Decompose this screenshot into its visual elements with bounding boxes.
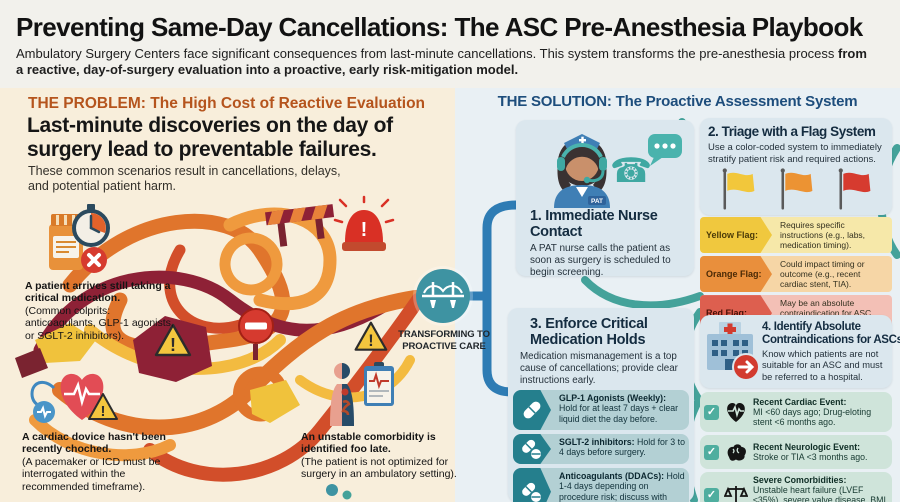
warning-triangle-icon: ! xyxy=(154,323,192,357)
bandage-icon xyxy=(513,390,551,430)
step4-card: 4. Identify Absolute Contraindications f… xyxy=(700,315,900,388)
yellow-flag-row: Yellow Flag: Requires specific instructi… xyxy=(700,217,892,254)
orange-flag-row: Orange Flag: Could impact timing or outc… xyxy=(700,256,892,293)
road-barrier-icon xyxy=(265,204,335,247)
tangle-illustration: ! ! ! xyxy=(15,195,427,500)
problem-headline: Last-minute discoveries on the day of su… xyxy=(27,114,393,161)
step2-body: Use a color-coded system to immediately … xyxy=(708,142,882,165)
problem-description: These common scenarios result in cancell… xyxy=(28,164,341,193)
cardiac-device-icon: ! xyxy=(30,373,118,423)
maroon-shard-shape xyxy=(15,348,48,378)
flag-label: Orange Flag: xyxy=(700,256,772,293)
step3-title: 3. Enforce Critical Medication Holds xyxy=(530,316,648,349)
bridge-icon xyxy=(422,282,464,308)
pills-icon xyxy=(513,468,551,502)
checkbox-icon: ✓ xyxy=(704,404,719,420)
contraindication-list: ✓ Recent Cardiac Event: MI <60 days ago; … xyxy=(700,392,892,502)
checkbox-icon: ✓ xyxy=(704,487,719,502)
step3-body: Medication mismanagement is a top cause … xyxy=(520,351,678,386)
heart-icon xyxy=(723,401,749,423)
scenario-bold-text: An unstable comorbidity is identified fo… xyxy=(301,431,436,456)
scenario-missed-medication: A patient arrives still taking a critica… xyxy=(25,280,183,342)
svg-text:!: ! xyxy=(368,332,373,350)
step1-title: 1. Immediate Nurse Contact xyxy=(530,208,658,241)
svg-text:!: ! xyxy=(361,219,368,241)
checkbox-icon: ✓ xyxy=(704,444,719,460)
severe-comorbidities-row: ✓ Severe Comorbidities: Unstable heart fa… xyxy=(700,472,892,502)
scenario-detail-text: (The patient is not optimized for surger… xyxy=(301,455,457,481)
cardiac-event-row: ✓ Recent Cardiac Event: MI <60 days ago; … xyxy=(700,392,892,432)
medication-holds: GLP-1 Agonists (Weekly): Hold for at lea… xyxy=(513,390,689,502)
pat-badge: PAT xyxy=(591,198,603,205)
problem-kicker: THE PROBLEM: The High Cost of Reactive E… xyxy=(28,95,426,112)
red-flag-icon xyxy=(838,168,871,210)
step4-title-line2: Contraindications for ASCs xyxy=(762,334,900,346)
triage-flags xyxy=(710,168,886,212)
anticoagulant-hold-row: Anticoagulants (DDACs): Hold 1-4 days de… xyxy=(513,468,689,502)
flag-text: Could impact timing or outcome (e.g., re… xyxy=(780,259,865,290)
step1-card: PAT ☎ 1. Immediate Nurse Contact A PAT n… xyxy=(516,120,694,278)
brain-icon xyxy=(723,442,749,462)
header: Preventing Same-Day Cancellations: The A… xyxy=(0,0,900,88)
bridge-badge xyxy=(416,269,470,323)
scenario-bold-text: A cardiac dovice hasn't been recently ch… xyxy=(22,431,166,456)
solution-kicker: THE SOLUTION: The Proactive Assessment S… xyxy=(497,93,858,110)
alarm-light-icon: ! xyxy=(333,195,395,251)
scales-icon xyxy=(723,483,749,502)
no-entry-sign-icon xyxy=(238,308,274,360)
step3-card: 3. Enforce Critical Medication Holds Med… xyxy=(508,308,694,502)
nurse-contact-icon: PAT ☎ xyxy=(554,134,682,208)
page-title: Preventing Same-Day Cancellations: The A… xyxy=(16,12,863,42)
flag-label: Yellow Flag: xyxy=(700,217,772,254)
warning-triangle-icon: ! xyxy=(354,321,388,351)
referral-arrow-icon xyxy=(732,353,760,381)
svg-text:!: ! xyxy=(170,335,176,355)
scenario-detail-text: (A pacemaker or ICD must be interrogated… xyxy=(22,455,161,493)
transform-label: TRANSFORMING TO PROACTIVE CARE xyxy=(398,329,490,352)
scenario-unstable-comorbidity: An unstable comorbidity is identified fo… xyxy=(301,431,459,481)
step4-body: Know which patients are not suitable for… xyxy=(762,349,883,382)
step2-title: 2. Triage with a Flag System xyxy=(708,124,876,139)
comorbidity-body-icon xyxy=(330,362,394,426)
glp1-hold-row: GLP-1 Agonists (Weekly): Hold for at lea… xyxy=(513,390,689,430)
flag-text: Requires specific instructions (e.g., la… xyxy=(780,220,866,251)
warning-triangle-icon: ! xyxy=(88,393,118,420)
step4-title-line1: 4. Identify Absolute xyxy=(762,321,861,333)
crumpled-note-shape xyxy=(35,323,96,363)
phone-icon: ☎ xyxy=(610,152,652,190)
svg-text:!: ! xyxy=(101,403,106,420)
pills-icon xyxy=(513,434,551,464)
scenario-cardiac-device: A cardiac dovice hasn't been recently ch… xyxy=(22,431,172,493)
sglt2-hold-row: SGLT-2 inhibitors: Hold for 3 to 4 days … xyxy=(513,434,689,464)
missed-medication-icon xyxy=(49,204,110,273)
step2-card: 2. Triage with a Flag System Use a color… xyxy=(700,118,892,215)
yellow-flag-icon xyxy=(722,168,755,210)
scenario-detail-text: (Common colprits: anticoagulants, GLP-1 … xyxy=(25,304,174,342)
step1-body: A PAT nurse calls the patient as soon as… xyxy=(530,243,671,279)
scenario-bold-text: A patient arrives still taking a critica… xyxy=(25,280,171,305)
orange-flag-icon xyxy=(780,168,813,210)
page-subtitle: Ambulatory Surgery Centers face signific… xyxy=(16,46,867,78)
yellow-arrow-shape xyxy=(250,380,300,423)
neurologic-event-row: ✓ Recent Neurologic Event: Stroke or TIA … xyxy=(700,435,892,469)
